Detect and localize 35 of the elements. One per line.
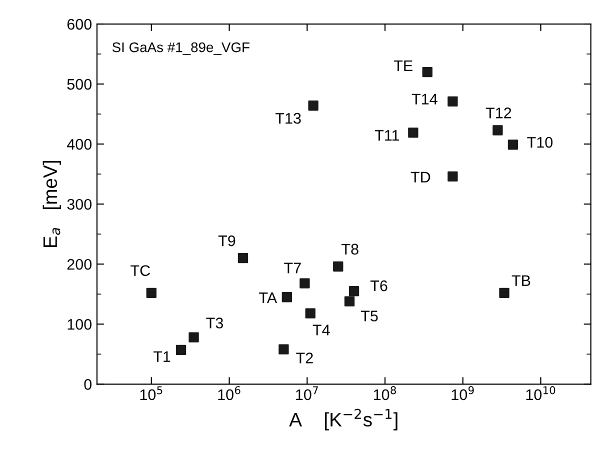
annotation: T11 (374, 130, 400, 141)
annotation: SI GaAs #1_89e_VGF (112, 42, 250, 55)
y-tick-label: 0 (84, 379, 92, 390)
y-tick-label: 300 (67, 198, 92, 210)
y-tick-label: 100 (68, 318, 92, 330)
annotation: T10 (527, 136, 553, 148)
annotation: TD (410, 172, 430, 182)
x-tick-label: 10$^{5}$ (140, 386, 162, 400)
annotation: T7 (284, 262, 301, 274)
annotation: T2 (296, 352, 313, 364)
annotation: T3 (206, 318, 224, 328)
annotation: T13 (275, 112, 301, 124)
x-tick-label: 10$^{8}$ (374, 386, 396, 400)
x-tick-label: 10$^{9}$ (452, 386, 474, 400)
annotation: T14 (412, 94, 438, 104)
annotation: T12 (486, 108, 512, 118)
y-tick-label: 500 (67, 78, 92, 90)
annotation: T1 (153, 351, 170, 362)
x-axis-title: A [K$^{−2}$s$^{−1}$] (289, 408, 398, 430)
annotation: T6 (370, 280, 388, 292)
x-tick-label: 10$^{6}$ (218, 386, 240, 400)
annotation: T4 (312, 324, 330, 336)
y-tick-label: 200 (67, 258, 92, 270)
annotation: TB (512, 275, 530, 286)
annotation: TA (259, 292, 278, 304)
annotation: T8 (342, 244, 358, 255)
annotation: TE (394, 60, 412, 71)
y-tick-label: 400 (66, 138, 92, 150)
annotation: TC (130, 265, 150, 276)
x-tick-label: 10$^{10}$ (526, 386, 556, 400)
text: E$_{a}$ [meV] (42, 160, 61, 248)
annotation: T9 (218, 235, 236, 246)
annotation: T5 (360, 310, 378, 322)
y-tick-label: 600 (67, 18, 92, 30)
x-tick-label: 10$^{7}$ (296, 386, 318, 400)
